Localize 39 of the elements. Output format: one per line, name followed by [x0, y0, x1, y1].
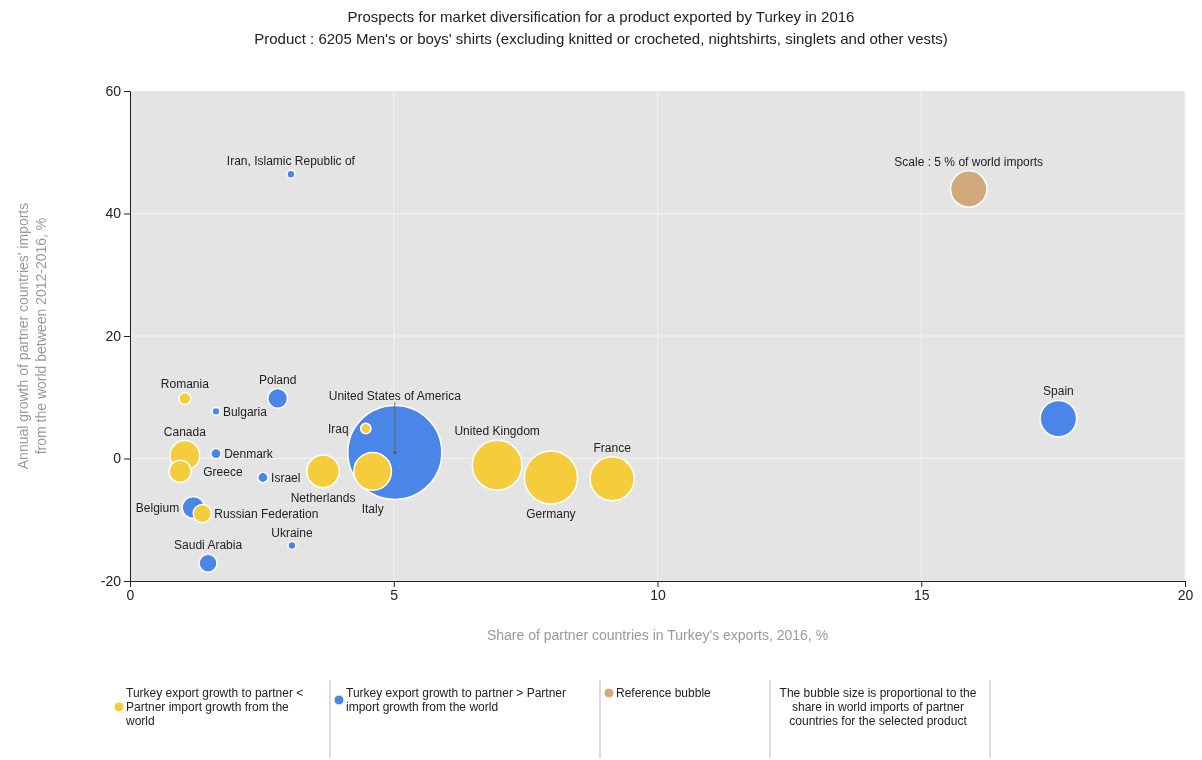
annotation: Germany: [526, 507, 576, 522]
annotation: Spain: [1043, 384, 1074, 399]
annotation: Italy: [361, 502, 384, 517]
annotation: Russian Federation: [214, 507, 319, 522]
legend-label: Turkey export growth to partner > Partner import growth from the world: [346, 686, 566, 714]
annotation: Belgium: [135, 501, 180, 515]
x-tick-label: 5: [390, 586, 399, 603]
annotation: Poland: [259, 372, 297, 387]
annotation: Iran, Islamic Republic of: [226, 154, 356, 169]
text: The bubble size is proportional to the share in world imports of partner countries for the selected product: [779, 686, 977, 728]
x-tick-label: 20: [1177, 586, 1194, 603]
legend-label: Reference bubble: [616, 686, 712, 700]
y-tick-label: 0: [113, 450, 122, 467]
chart-subtitle: Product : 6205 Men's or boys' shirts (excluding knitted or crocheted, nightshirts, singlets and other vests): [254, 30, 948, 47]
annotation: Bulgaria: [222, 404, 268, 419]
y-tick-label: 20: [105, 327, 122, 344]
x-tick-label: 15: [913, 586, 930, 603]
annotation: Scale : 5 % of world imports: [894, 154, 1044, 169]
y-tick-label: -20: [100, 572, 122, 589]
x-tick-label: 0: [126, 586, 135, 603]
annotation: Netherlands: [290, 490, 356, 505]
annotation: United States of America: [328, 389, 462, 404]
annotation: Denmark: [224, 447, 274, 462]
annotation: France: [593, 440, 632, 455]
annotation: Iraq: [327, 421, 349, 436]
y-tick-label: 60: [105, 82, 122, 99]
annotation: Saudi Arabia: [174, 538, 243, 553]
annotation: Canada: [163, 424, 207, 439]
annotation: United Kingdom: [454, 424, 540, 439]
legend-label: Turkey export growth to partner < Partner import growth from the world: [125, 686, 304, 728]
annotation: Romania: [160, 376, 210, 391]
y-tick-label: 40: [105, 205, 122, 222]
annotation: Israel: [271, 470, 301, 485]
x-axis-title: Share of partner countries in Turkey's exports, 2016, %: [486, 627, 829, 643]
y-axis-title: Annual growth of partner countries' imports from the world between 2012-2016, %: [15, 202, 49, 470]
annotation: Greece: [203, 464, 243, 479]
x-tick-label: 10: [650, 586, 666, 603]
annotation: Ukraine: [271, 525, 313, 540]
chart-title: Prospects for market diversification for a product exported by Turkey in 2016: [347, 8, 855, 25]
